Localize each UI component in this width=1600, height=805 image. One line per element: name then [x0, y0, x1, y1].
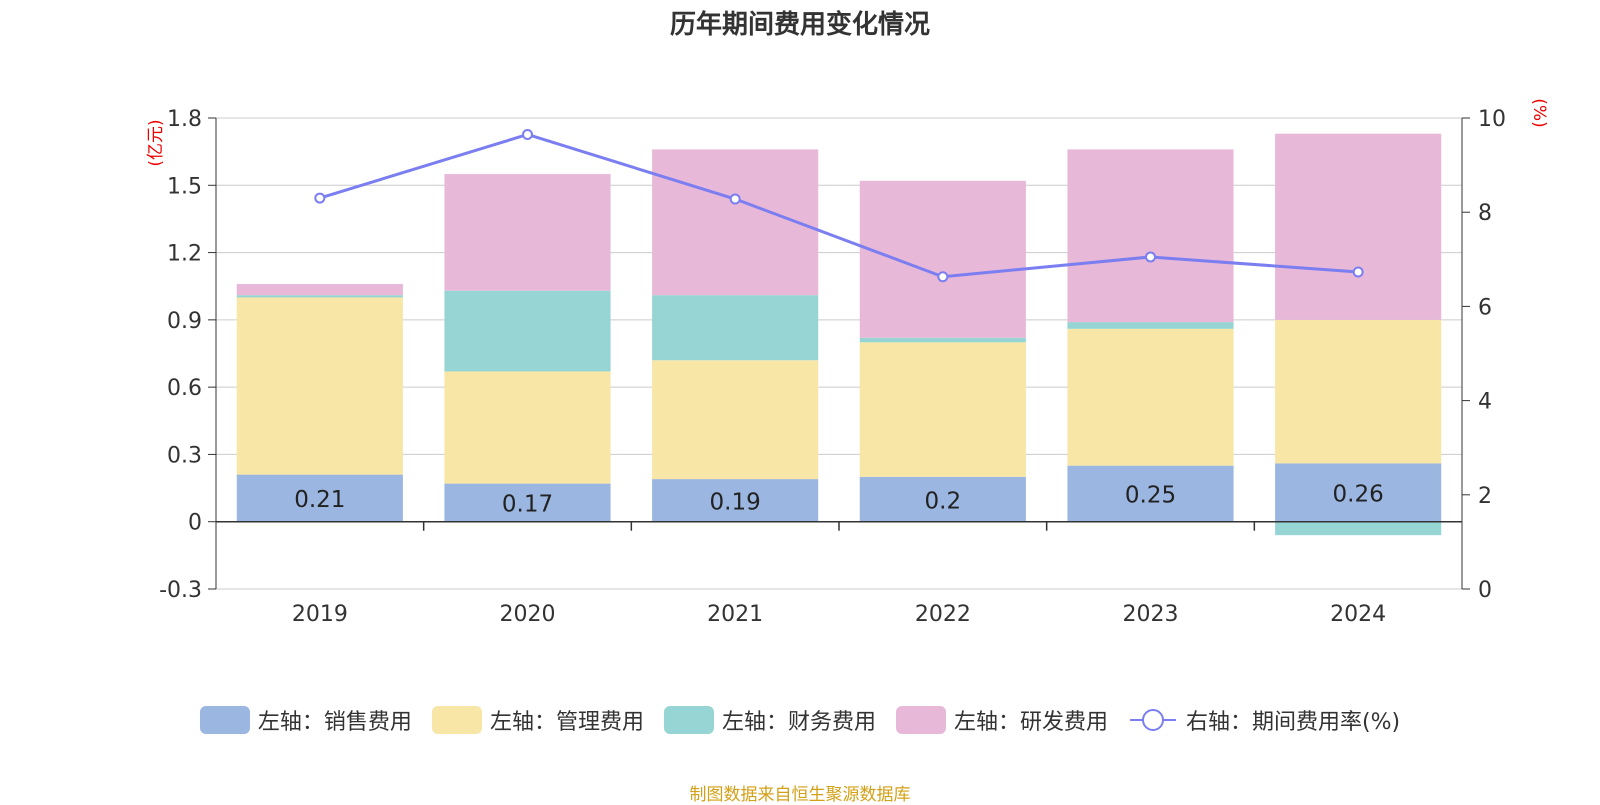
right-axis-tick-label: 10: [1478, 107, 1506, 132]
bar-segment-admin: [652, 360, 819, 480]
right-axis-tick-label: 6: [1478, 295, 1492, 320]
bar-segment-sales: [652, 479, 819, 522]
source-note: 制图数据来自恒生聚源数据库: [689, 785, 911, 805]
bar-segment-admin: [444, 371, 611, 484]
bar-segment-admin: [1275, 319, 1442, 464]
legend-item-finance[interactable]: 左轴：财务费用: [663, 704, 876, 736]
bar-segment-sales: [236, 474, 403, 522]
legend-swatch-sales: [199, 706, 250, 734]
legend-item-rate[interactable]: 右轴：期间费用率(%): [1128, 704, 1400, 736]
bar-segment-rnd: [1275, 133, 1442, 320]
legend-label-finance: 左轴：财务费用: [721, 710, 876, 735]
legend-swatch-rnd: [895, 706, 946, 734]
category-label: 2024: [1330, 602, 1386, 627]
bar-segment-rnd: [859, 180, 1026, 338]
left-axis-tick-label: -0.3: [159, 578, 202, 603]
legend-label-sales: 左轴：销售费用: [257, 710, 412, 735]
bar-segment-finance: [444, 290, 611, 372]
bar-segment-finance: [1067, 322, 1234, 329]
bar-segment-rnd: [236, 283, 403, 296]
bar-data-label: 0.2: [925, 488, 962, 514]
legend-swatch-finance: [663, 706, 714, 734]
chart-area: -0.3 0 0.3 0.6 0.9 1.2 1.5 1.8 0 2 4 6 8 10 (亿元) (%) 0.2…: [146, 98, 1549, 627]
legend-label-rate: 右轴：期间费用率(%): [1185, 710, 1401, 735]
left-axis-unit: (亿元): [146, 119, 166, 166]
left-axis-tick-label: 0.6: [167, 376, 202, 401]
bar-segment-rnd: [1067, 149, 1234, 323]
rate-point: [314, 192, 326, 204]
right-axis-tick-label: 4: [1478, 390, 1492, 415]
legend-line-marker-icon: [1129, 709, 1176, 731]
bar-segment-rnd: [652, 149, 819, 296]
left-axis-tick-label: 0.9: [167, 309, 202, 334]
left-axis-tick-label: 1.8: [167, 107, 202, 132]
bar-data-label: 0.26: [1333, 482, 1384, 508]
bar-segment-sales: [1275, 463, 1442, 522]
chart-title: 历年期间费用变化情况: [669, 10, 930, 40]
right-axis-tick-label: 8: [1478, 201, 1492, 226]
bar-segment-sales: [859, 476, 1026, 522]
bar-segment-finance: [652, 295, 819, 361]
left-axis-tick-label: 0.3: [167, 443, 202, 468]
category-label: 2020: [500, 602, 556, 627]
category-label: 2021: [707, 602, 763, 627]
bar-data-label: 0.19: [710, 489, 761, 515]
legend-label-admin: 左轴：管理费用: [489, 710, 644, 735]
rate-point: [729, 193, 741, 205]
bar-segment-finance: [1275, 521, 1442, 536]
bar-segment-finance: [859, 337, 1026, 343]
bar-segment-finance: [236, 295, 403, 298]
category-label: 2022: [915, 602, 971, 627]
rate-line: [319, 132, 1359, 279]
left-axis-tick-label: 0: [188, 511, 202, 536]
bar-segment-admin: [236, 297, 403, 475]
bar-data-label: 0.17: [502, 492, 553, 518]
rate-point: [1352, 266, 1364, 278]
bar-data-label: 0.21: [294, 487, 345, 513]
legend-item-admin[interactable]: 左轴：管理费用: [431, 704, 644, 736]
rate-point: [1145, 251, 1156, 263]
legend-label-rnd: 左轴：研发费用: [953, 710, 1108, 735]
bar-segment-admin: [859, 342, 1026, 477]
legend-item-rnd[interactable]: 左轴：研发费用: [895, 704, 1108, 736]
right-axis-tick-label: 2: [1478, 484, 1492, 509]
category-label: 2019: [292, 602, 348, 627]
category-label: 2023: [1123, 602, 1179, 627]
left-axis-tick-label: 1.5: [167, 174, 202, 199]
legend-swatch-admin: [431, 706, 482, 734]
bar-segment-rnd: [444, 174, 611, 291]
legend: 左轴：销售费用 左轴：管理费用 左轴：财务费用 左轴：研发费用 右轴：期间费用率…: [0, 704, 1600, 736]
rate-point: [937, 271, 949, 283]
right-axis-tick-label: 0: [1478, 578, 1492, 603]
bar-segment-sales: [444, 483, 611, 522]
left-axis-tick-label: 1.2: [167, 242, 202, 267]
right-axis-unit: (%): [1529, 98, 1549, 127]
legend-item-sales[interactable]: 左轴：销售费用: [199, 704, 412, 736]
bar-segment-sales: [1067, 465, 1234, 522]
bar-data-label: 0.25: [1125, 483, 1176, 509]
bar-segment-admin: [1067, 328, 1234, 466]
rate-point: [522, 128, 533, 140]
